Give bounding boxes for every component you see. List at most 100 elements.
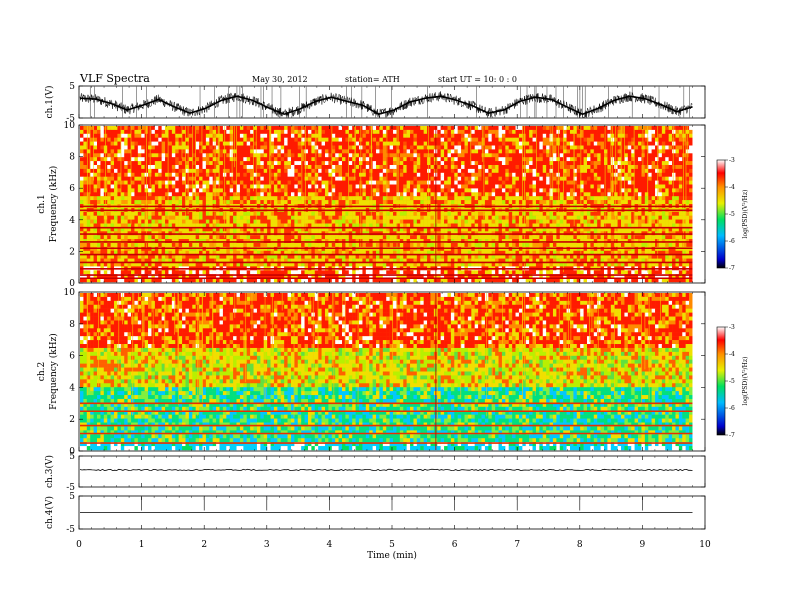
ch1-spectrogram-cell: [597, 196, 601, 201]
ch1-spectrogram-cell: [154, 133, 159, 138]
ch1-spectrogram-cell: [661, 196, 666, 201]
ch1-spectrogram-cell: [250, 129, 254, 134]
ch1-spectrogram-cell: [634, 145, 639, 150]
ch1-spectrogram-cell: [532, 133, 537, 138]
ch1-spectrogram-cell: [495, 172, 499, 177]
ch1-spectrogram-cell: [328, 165, 332, 170]
ch1-spectrogram-cell: [148, 215, 152, 220]
ch1-spectrogram-cell: [110, 137, 115, 142]
ch1-spectrogram-cell: [212, 227, 217, 232]
ch1-spectrogram-cell: [175, 129, 179, 134]
ch1-spectrogram-cell: [491, 165, 496, 170]
ch1-spectrogram-cell: [348, 137, 353, 142]
ch1-spectrogram-cell: [450, 180, 455, 185]
ch1-spectrogram-cell: [549, 141, 554, 146]
ch1-spectrogram-cell: [314, 184, 319, 189]
ch1-spectrogram-cell: [338, 211, 343, 216]
ch1-spectrogram-cell: [403, 223, 407, 228]
ch1-spectrogram-cell: [117, 165, 122, 170]
ch1-spectrogram-cell: [151, 126, 156, 131]
ch1-spectrogram-cell: [161, 157, 166, 162]
ch1-spectrogram-cell: [576, 215, 581, 220]
ch1-spectrogram-cell: [587, 157, 591, 162]
ch1-spectrogram-cell: [569, 215, 574, 220]
ch1-spectrogram-cell: [675, 211, 680, 216]
ch1-spectrogram-cell: [263, 145, 268, 150]
ch1-spectrogram-cell: [331, 196, 336, 201]
ch1-spectrogram-cell: [239, 161, 244, 166]
ch1-spectrogram-cell: [345, 184, 350, 189]
ch1-spectrogram-cell: [195, 227, 200, 232]
ch1-spectrogram-cell: [195, 211, 200, 216]
ch1-spectrogram-cell: [474, 149, 479, 154]
ch1-spectrogram-cell: [498, 211, 503, 216]
ch1-spectrogram-cell: [590, 149, 594, 154]
ch1-spectrogram-cell: [168, 211, 173, 216]
ch1-spectrogram-cell: [576, 180, 581, 185]
ch1-spectrogram-cell: [440, 133, 445, 138]
ch1-spectrogram-cell: [175, 133, 179, 138]
ch1-spectrogram-cell: [569, 172, 574, 177]
ch1-spectrogram-cell: [294, 153, 298, 158]
ch1-spectrogram-cell: [284, 161, 288, 166]
ch1-spectrogram-cell: [420, 126, 424, 131]
ch1-spectrogram-cell: [430, 219, 435, 224]
ch1-spectrogram-cell: [546, 141, 550, 146]
ch1-spectrogram-cell: [648, 149, 652, 154]
ch1-spectrogram-cell: [648, 172, 652, 177]
ch1-spectrogram-cell: [338, 133, 343, 138]
ch1-spectrogram-cell: [665, 196, 669, 201]
ch1-spectrogram-cell: [430, 184, 435, 189]
ch1-spectrogram-cell: [644, 165, 649, 170]
ch1-spectrogram-cell: [290, 176, 295, 181]
ch1-spectrogram-cell: [294, 184, 298, 189]
ch1-spectrogram-cell: [518, 133, 523, 138]
ch1-spectrogram-cell: [624, 200, 629, 205]
ch1-spectrogram-cell: [256, 176, 261, 181]
ch1-spectrogram-cell: [290, 149, 295, 154]
ch1-spectrogram-cell: [328, 161, 332, 166]
ch1-spectrogram-cell: [158, 149, 162, 154]
ch1-spectrogram-cell: [546, 215, 550, 220]
ch1-spectrogram-cell: [90, 157, 94, 162]
ch1-spectrogram-cell: [481, 211, 486, 216]
ch1-spectrogram-cell: [294, 137, 298, 142]
ch1-spectrogram-cell: [110, 133, 115, 138]
ch1-spectrogram-cell: [318, 153, 322, 158]
ch1-spectrogram-cell: [464, 145, 469, 150]
ch1-spectrogram-cell: [107, 200, 111, 205]
ch1-spectrogram-cell: [83, 192, 87, 197]
ch1-spectrogram-cell: [161, 227, 166, 232]
ch1-spectrogram-cell: [665, 168, 669, 173]
ch1-spectrogram-cell: [280, 211, 285, 216]
ch1-spectrogram-cell: [559, 192, 564, 197]
ch1-spectrogram-cell: [307, 165, 312, 170]
ch1-spectrogram-cell: [297, 172, 302, 177]
ch1-spectrogram-cell: [597, 149, 601, 154]
ch1-spectrogram-cell: [120, 172, 125, 177]
ch1-spectrogram-cell: [376, 153, 380, 158]
ch1-spectrogram-cell: [508, 223, 513, 228]
ch1-spectrogram-cell: [250, 157, 254, 162]
ch1-spectrogram-cell: [216, 219, 220, 224]
ch1-spectrogram-cell: [168, 133, 173, 138]
ch1-spectrogram-cell: [505, 172, 509, 177]
ch1-spectrogram-cell: [478, 168, 482, 173]
ch1-spectrogram-cell: [481, 129, 486, 134]
ch1-spectrogram-cell: [593, 192, 598, 197]
ch1-spectrogram-cell: [97, 223, 101, 228]
ch1-spectrogram-cell: [161, 188, 166, 193]
ch1-spectrogram-cell: [178, 133, 183, 138]
ch1-spectrogram-cell: [141, 176, 145, 181]
ch1-spectrogram-cell: [661, 137, 666, 142]
ch1-spectrogram-cell: [369, 223, 373, 228]
ch1-spectrogram-cell: [495, 223, 499, 228]
ch1-spectrogram-cell: [209, 180, 213, 185]
ch1-spectrogram-cell: [508, 196, 513, 201]
ch1-spectrogram-cell: [396, 227, 401, 232]
ch1-spectrogram-cell: [467, 188, 472, 193]
ch1-spectrogram-cell: [226, 188, 230, 193]
ch1-spectrogram-cell: [236, 149, 241, 154]
ch1-spectrogram-cell: [525, 149, 530, 154]
ch1-spectrogram-cell: [127, 157, 132, 162]
